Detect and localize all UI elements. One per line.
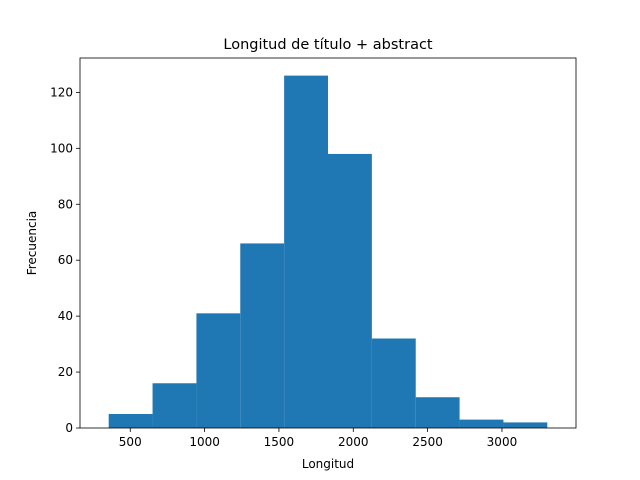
histogram-bar <box>459 419 504 428</box>
histogram-bar <box>328 153 372 429</box>
histogram-bar <box>284 75 328 428</box>
x-tick-label: 1000 <box>189 435 220 449</box>
x-axis-label: Longitud <box>302 457 354 471</box>
y-tick-label: 0 <box>65 421 73 435</box>
bars-group <box>108 75 548 429</box>
y-tick-label: 40 <box>58 309 73 323</box>
histogram-bar <box>503 422 548 428</box>
chart-title: Longitud de título + abstract <box>223 37 433 53</box>
x-tick-label: 1500 <box>264 435 295 449</box>
histogram-bar <box>371 338 416 428</box>
y-tick-label: 80 <box>58 197 73 211</box>
y-tick-label: 100 <box>50 141 73 155</box>
histogram-bar <box>108 414 153 428</box>
x-tick-label: 500 <box>119 435 142 449</box>
histogram-bar <box>240 243 285 428</box>
histogram-bar <box>415 397 460 428</box>
histogram-bar <box>196 313 241 428</box>
plot-frame <box>79 57 577 429</box>
x-axis: 500 1000 1500 2000 2500 3000 <box>119 428 517 449</box>
y-tick-label: 120 <box>50 85 73 99</box>
x-tick-label: 2000 <box>338 435 369 449</box>
y-tick-label: 20 <box>58 365 73 379</box>
x-tick-label: 3000 <box>487 435 518 449</box>
y-axis-label: Frecuencia <box>25 211 39 276</box>
y-axis: 0 20 40 60 80 100 120 <box>50 85 80 435</box>
histogram-bar <box>152 383 197 428</box>
x-tick-label: 2500 <box>412 435 443 449</box>
y-tick-label: 60 <box>58 253 73 267</box>
